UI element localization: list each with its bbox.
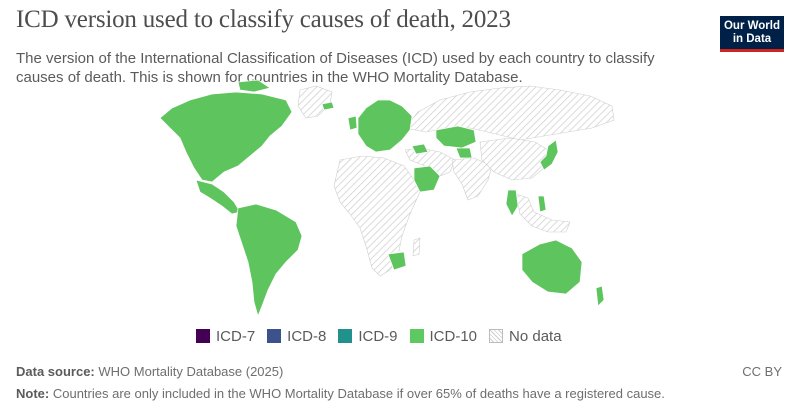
owid-logo[interactable]: Our World in Data bbox=[720, 16, 784, 52]
legend-swatch-icd8 bbox=[267, 329, 282, 343]
nodata-regions bbox=[297, 85, 615, 277]
chart-subtitle: The version of the International Classif… bbox=[16, 50, 655, 86]
region-australia bbox=[521, 239, 583, 295]
region-europe bbox=[357, 99, 413, 153]
region-south-america bbox=[235, 203, 303, 318]
region-south-asia bbox=[451, 157, 493, 201]
region-thailand bbox=[505, 189, 519, 217]
region-uzbekistan bbox=[455, 147, 473, 159]
legend-item-icd9[interactable]: ICD-9 bbox=[338, 327, 398, 345]
region-uk bbox=[347, 115, 358, 131]
legend-item-icd10[interactable]: ICD-10 bbox=[409, 327, 478, 345]
region-canadian-islands bbox=[237, 79, 271, 93]
region-new-zealand bbox=[595, 285, 605, 307]
legend-swatch-nodata bbox=[489, 329, 504, 343]
legend-swatch-icd10 bbox=[409, 329, 424, 343]
legend-swatch-icd9 bbox=[338, 329, 353, 343]
note-text: Countries are only included in the WHO M… bbox=[52, 386, 665, 401]
legend-label-nodata: No data bbox=[509, 327, 562, 345]
region-china bbox=[479, 137, 549, 181]
region-southeast-asia bbox=[515, 193, 571, 233]
legend-item-nodata[interactable]: No data bbox=[489, 328, 562, 345]
logo-line-1: Our World bbox=[723, 20, 780, 32]
note-label: Note: bbox=[16, 386, 50, 401]
data-source: Data source: WHO Mortality Database (202… bbox=[16, 364, 283, 379]
region-kazakhstan bbox=[435, 125, 477, 149]
logo-line-2: in Data bbox=[732, 33, 772, 45]
region-north-america bbox=[159, 91, 293, 183]
legend-label-icd10: ICD-10 bbox=[429, 327, 478, 345]
region-mexico-central-america bbox=[195, 179, 241, 215]
region-greenland bbox=[297, 85, 333, 119]
legend-item-icd8[interactable]: ICD-8 bbox=[267, 328, 326, 345]
chart-title: ICD version used to classify causes of d… bbox=[16, 6, 511, 33]
region-saudi-arabia bbox=[413, 165, 441, 193]
legend-item-icd7[interactable]: ICD-7 bbox=[196, 328, 255, 345]
region-caucasus bbox=[411, 143, 429, 155]
icd10-regions bbox=[159, 79, 605, 318]
region-japan bbox=[539, 139, 559, 171]
legend-swatch-icd7 bbox=[196, 329, 210, 343]
region-madagascar bbox=[412, 237, 421, 257]
region-south-africa bbox=[387, 251, 407, 271]
license-link[interactable]: CC BY bbox=[742, 364, 782, 379]
map-legend: ICD-7 ICD-8 ICD-9 ICD-10 No data bbox=[196, 326, 574, 346]
source-label: Data source: bbox=[16, 364, 95, 379]
region-iceland bbox=[321, 101, 335, 111]
legend-label-icd9: ICD-9 bbox=[358, 327, 398, 345]
legend-label-icd7: ICD-7 bbox=[216, 327, 256, 345]
legend-label-icd8: ICD-8 bbox=[287, 327, 327, 345]
source-link[interactable]: WHO Mortality Database (2025) bbox=[98, 364, 284, 379]
region-africa bbox=[333, 155, 421, 277]
footnote: Note: Countries are only included in the… bbox=[16, 386, 665, 401]
region-philippines bbox=[537, 195, 547, 213]
